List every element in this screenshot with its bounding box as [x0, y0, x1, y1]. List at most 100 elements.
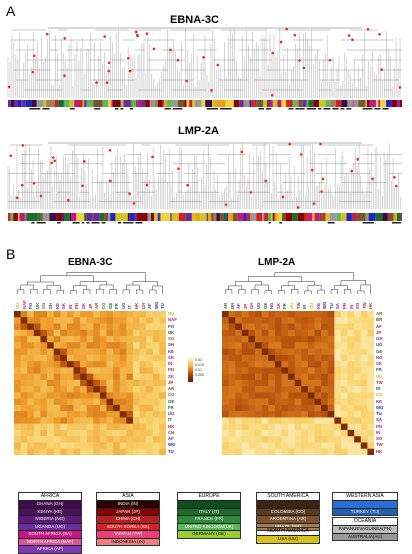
heatmap2-column-label: TW	[296, 302, 301, 309]
legend-asia-item: SOUTH KOREA (SK)	[97, 523, 159, 531]
country-color-bar	[8, 213, 402, 224]
heatmap2-column-label: GH	[249, 303, 254, 309]
legend-africa-header: AFRICA	[19, 493, 81, 500]
legend-europe-header: EUROPE	[178, 493, 240, 500]
legend-asia-header: ASIA	[97, 493, 159, 500]
heatmap1-column-label: WG	[154, 302, 159, 309]
dendrogram-branches	[17, 272, 162, 294]
legend-asia-item: TAIWAN (TW)	[97, 530, 159, 538]
heatmap1-column-label: NAF	[22, 300, 27, 309]
heatmap1-column-label: IT	[127, 305, 132, 309]
heatmap2-column-label: TW	[362, 302, 367, 309]
heatmap1-column-label: JP	[88, 304, 93, 309]
country-color-bar	[8, 100, 402, 110]
heatmap1-column-label: KE	[55, 303, 60, 309]
heatmap2-column-label: FR	[282, 303, 287, 309]
heatmap2-column-label: SA	[335, 303, 340, 309]
heatmap2-column-label: PN	[342, 303, 347, 309]
legend-south-america: SOUTH AMERICA COLOMBIA (CO)ARGENTINA (AR…	[256, 492, 320, 531]
legend-africa-item: SOUTH AFRICA (SA)	[19, 530, 81, 538]
heatmap1-column-label: SK	[81, 303, 86, 309]
legend-asia-item: CHINA (CH)	[97, 515, 159, 523]
legend-western-asia-header: WESTERN ASIA	[333, 493, 397, 500]
heatmap2-column-label: AF	[236, 303, 241, 309]
heatmap1-column-label: PN	[74, 303, 79, 309]
heatmap1-title: EBNA-3C	[68, 257, 112, 268]
bootstrap-markers	[8, 28, 401, 97]
heatmap2-column-label: KE	[316, 303, 321, 309]
ebna3c-phylogenetic-tree	[0, 24, 412, 114]
panel-a-label: A	[6, 3, 15, 19]
heatmap1-column-label: UU	[15, 303, 20, 309]
heatmap1-column-label: AR	[94, 303, 99, 309]
panel-b-label: B	[6, 246, 15, 262]
legend-oceania-item: PAPANUEVAGUINEA(PN)	[333, 525, 397, 533]
legend-western-asia-item: TURKEY (TU)	[333, 508, 397, 516]
heatmap2-column-label: UU	[289, 303, 294, 309]
heatmap1-row-label: TU	[168, 449, 188, 455]
heatmap1-column-label: PO	[28, 303, 33, 309]
heatmap2-column-label: WG	[322, 302, 327, 309]
legend-africa-item: KENYA (KE)	[19, 508, 81, 516]
legend-oceania-header: OCEANIA	[333, 518, 397, 525]
legend-asia-item: INDONESIA (IN)	[97, 538, 159, 546]
heatmap1-column-label: SH	[48, 303, 53, 309]
heatmap1-column-label: SK	[61, 303, 66, 309]
tree-branches	[8, 28, 402, 98]
legend-western-asia-item	[333, 500, 397, 508]
lmp2a-phylogenetic-tree	[0, 137, 412, 237]
legend-south-america-item	[257, 500, 319, 508]
heatmap2-matrix	[222, 311, 374, 455]
legend-oceania-item: AUSTRALIA(AU)	[333, 533, 397, 541]
legend-south-america-header: SOUTH AMERICA	[257, 493, 319, 500]
heatmap1-column-label: SO	[41, 303, 46, 309]
legend-europe-item: GERMANY (GE)	[178, 530, 240, 538]
heatmap1-matrix	[14, 311, 166, 455]
legend-europe: EUROPE ITALY (IT)FRANCE (FR)UNITED KINGD…	[177, 492, 241, 539]
heatmap-cells	[222, 311, 374, 455]
heatmap2-column-label: SO	[355, 303, 360, 309]
heatmap1-column-label: HK	[134, 303, 139, 309]
legend-asia-item: INDIA (IN)	[97, 500, 159, 508]
heatmap2-dendrogram	[222, 268, 374, 294]
heatmap1-column-label: GE	[108, 303, 113, 309]
heatmap2-column-label: BR	[230, 303, 235, 309]
heatmap2-column-label: TU	[329, 303, 334, 309]
heatmap2-row-label: HK	[376, 449, 396, 455]
heatmap1-column-label: IN	[68, 305, 73, 309]
heatmap1-column-label: AF	[147, 303, 152, 309]
heatmap1-column-label: CH	[141, 303, 146, 309]
dendrogram-branches	[225, 272, 370, 294]
heatmap2-column-label: UG	[256, 303, 261, 309]
heatmap1-column-label: UK	[35, 303, 40, 309]
heatmap2-column-label: SK	[276, 303, 281, 309]
heatmap2-column-label: IN	[349, 305, 354, 309]
legend-africa: AFRICA GHANA (GH)KENYA (KE)NIGERIA (NG)U…	[18, 492, 82, 554]
legend-europe-item: ITALY (IT)	[178, 508, 240, 516]
legend-north-america-header: NORTH AMERICA	[257, 528, 319, 535]
legend-north-america: NORTH AMERICA USA (UU)	[256, 527, 320, 544]
heatmap2-column-label: JP	[243, 304, 248, 309]
heatmap1-column-label: FR	[114, 303, 119, 309]
heatmap1-column-label: TU	[160, 303, 165, 309]
tree-branches	[8, 143, 402, 209]
legend-africa-item: NIGERIA (NG)	[19, 515, 81, 523]
heatmap2-column-label: NG	[269, 303, 274, 309]
heatmap2-title: LMP-2A	[258, 257, 295, 268]
legend-oceania: OCEANIA PAPANUEVAGUINEA(PN)AUSTRALIA(AU)	[332, 517, 398, 541]
heatmap1-column-label: UG	[121, 303, 126, 309]
heatmap1-dendrogram	[14, 268, 166, 294]
legend-africa-item: UGANDA (UG)	[19, 523, 81, 531]
legend-europe-item: UNITED KINGDOM(UK)	[178, 523, 240, 531]
legend-south-america-item: ARGENTINA (AR)	[257, 515, 319, 523]
heatmap2-column-label: UU	[309, 303, 314, 309]
heatmap-cells	[14, 311, 166, 455]
legend-europe-item: FRANCE (FR)	[178, 515, 240, 523]
legend-asia-item: JAPAN (JP)	[97, 508, 159, 516]
tree2-title: LMP-2A	[178, 125, 219, 137]
heatmap1-column-label: CO	[101, 303, 106, 309]
